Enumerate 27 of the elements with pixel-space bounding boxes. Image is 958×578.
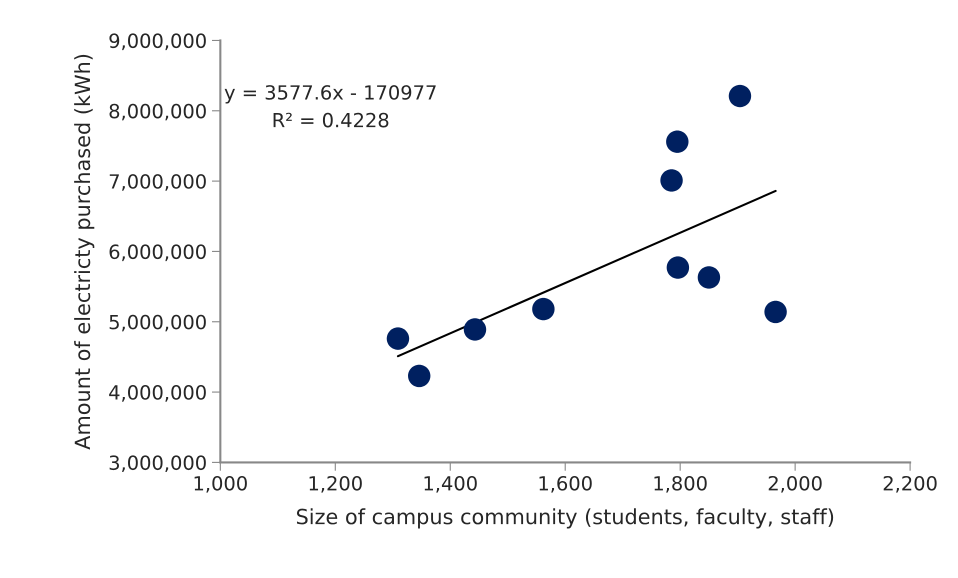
point [764, 300, 787, 324]
point [728, 84, 752, 108]
x-tick-label: 1,800 [654, 476, 707, 493]
y-tick-label: 8,000,000 [110, 104, 206, 120]
y-tick-label: 9,000,000 [109, 33, 206, 50]
x-tick-label: 1,600 [540, 476, 592, 493]
x-tick-label: 2,200 [884, 476, 937, 493]
x-axis-title: Size of campus community (students, faculty, staff) [296, 508, 834, 528]
y-tick-label: 3,000,000 [110, 455, 206, 472]
point [408, 364, 430, 388]
y-tick-label: 4,000,000 [109, 385, 206, 402]
y-tick-label: 6,000,000 [110, 244, 206, 262]
point [666, 256, 690, 279]
point [532, 298, 555, 320]
point [666, 130, 689, 153]
x-tick-label: 1,400 [424, 476, 477, 493]
point [660, 169, 683, 192]
y-axis-title: Amount of electricty purchased (kWh) [74, 54, 94, 450]
point [698, 266, 720, 289]
point [464, 318, 486, 341]
x-tick-label: 2,000 [768, 476, 822, 493]
y-tick-label: 5,000,000 [110, 314, 206, 332]
x-tick-label: 1,000 [194, 476, 247, 493]
annotation: y = 3577.6x - 170977 R² = 0.4228 [224, 85, 436, 128]
point [386, 327, 410, 350]
y-tick-label: 7,000,000 [110, 174, 206, 191]
x-tick-label: 1,200 [310, 476, 362, 493]
